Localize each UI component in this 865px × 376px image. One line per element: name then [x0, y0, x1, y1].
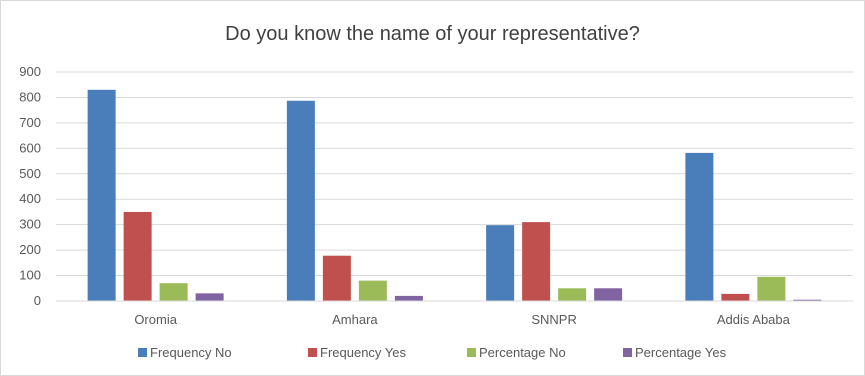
legend-swatch — [138, 348, 147, 357]
bar-oromia-percentage-no — [159, 283, 188, 301]
legend-label: Frequency Yes — [320, 345, 407, 360]
legend-swatch — [308, 348, 317, 357]
legend-item-frequency-yes: Frequency Yes — [308, 345, 406, 360]
bar-addis-ababa-percentage-yes — [793, 299, 822, 301]
y-tick-label-200: 200 — [19, 242, 41, 257]
chart-title: Do you know the name of your representat… — [225, 23, 640, 45]
bar-oromia-percentage-yes — [195, 293, 224, 301]
legend-label: Frequency No — [150, 345, 232, 360]
bar-addis-ababa-percentage-no — [757, 276, 786, 301]
legend-swatch — [623, 348, 632, 357]
bar-amhara-frequency-yes — [322, 255, 351, 301]
bar-addis-ababa-frequency-no — [685, 152, 714, 301]
legend-item-percentage-yes: Percentage Yes — [623, 345, 726, 360]
y-tick-label-500: 500 — [19, 166, 41, 181]
bar-snnpr-frequency-yes — [522, 222, 551, 301]
bars — [87, 89, 822, 301]
x-tick-label-amhara: Amhara — [332, 312, 378, 327]
tick-labels: 0 100 200 300 400 500 600 700 800 900 Oromia Amhara… — [19, 64, 790, 327]
legend-label: Percentage Yes — [635, 345, 727, 360]
y-tick-label-900: 900 — [19, 64, 41, 79]
bar-amhara-percentage-no — [358, 280, 387, 301]
bar-amhara-frequency-no — [286, 100, 315, 301]
y-tick-label-700: 700 — [19, 115, 41, 130]
bar-amhara-percentage-yes — [394, 295, 423, 301]
legend-label: Percentage No — [479, 345, 566, 360]
x-tick-label-oromia: Oromia — [134, 312, 177, 327]
x-tick-label-snnpr: SNNPR — [531, 312, 577, 327]
gridlines — [56, 71, 853, 277]
x-tick-label-addis-ababa: Addis Ababa — [717, 312, 791, 327]
y-tick-label-100: 100 — [19, 268, 41, 283]
legend-item-percentage-no: Percentage No — [467, 345, 566, 360]
y-tick-label-800: 800 — [19, 89, 41, 104]
y-tick-label-300: 300 — [19, 217, 41, 232]
legend: Frequency No Frequency Yes Percentage No Pe… — [1, 345, 864, 365]
legend-swatch — [467, 348, 476, 357]
bar-oromia-frequency-yes — [123, 211, 152, 301]
y-tick-label-600: 600 — [19, 140, 41, 155]
bar-addis-ababa-frequency-yes — [721, 293, 750, 301]
bar-snnpr-percentage-no — [558, 288, 587, 301]
bar-oromia-frequency-no — [87, 89, 116, 301]
y-tick-label-0: 0 — [34, 293, 41, 308]
bar-snnpr-frequency-no — [486, 225, 515, 301]
legend-item-frequency-no: Frequency No — [138, 345, 232, 360]
bar-snnpr-percentage-yes — [594, 288, 623, 301]
y-tick-label-400: 400 — [19, 191, 41, 206]
